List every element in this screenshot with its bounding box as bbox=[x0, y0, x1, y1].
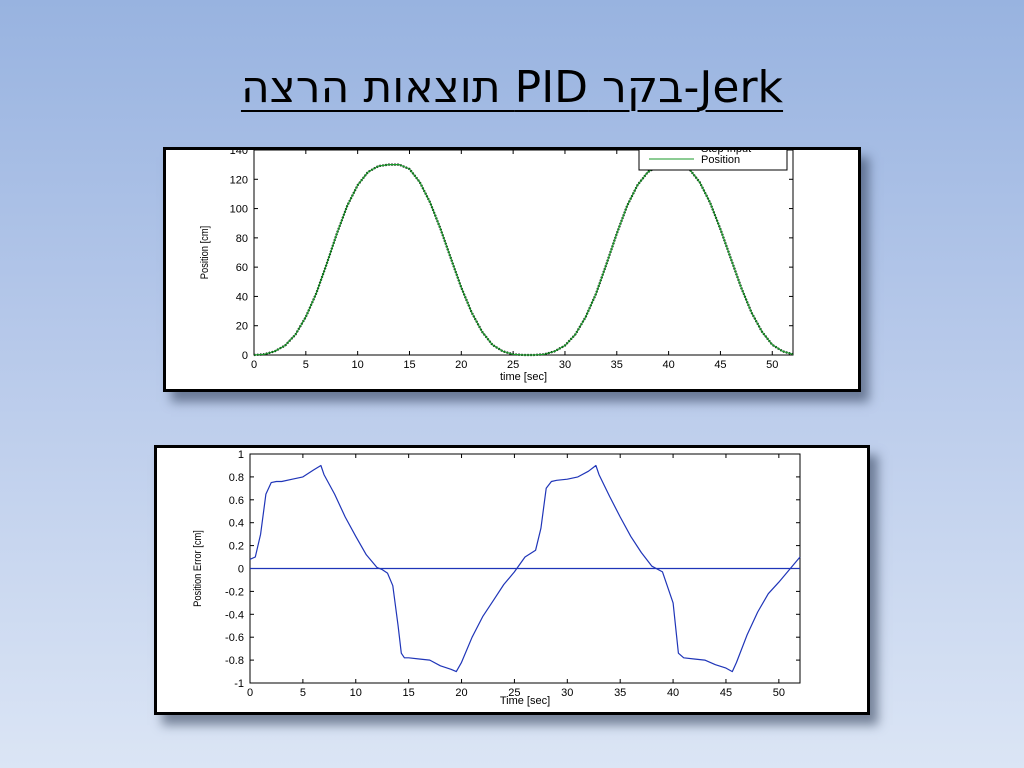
x-tick-label: 5 bbox=[303, 359, 309, 371]
y-axis-label: Position Error [cm] bbox=[192, 530, 204, 607]
y-tick-label: -0.2 bbox=[225, 586, 244, 598]
y-tick-label: 0.8 bbox=[229, 472, 244, 484]
slide-title: Jerk-בקר PID תוצאות הרצה bbox=[240, 62, 784, 113]
y-tick-label: 0.4 bbox=[229, 518, 244, 530]
x-tick-label: 5 bbox=[300, 687, 306, 699]
y-tick-label: 1 bbox=[238, 449, 244, 461]
y-tick-label: -1 bbox=[234, 678, 244, 690]
y-tick-label: -0.6 bbox=[225, 632, 244, 644]
legend-entry: Step Input bbox=[701, 150, 751, 155]
x-tick-label: 45 bbox=[720, 687, 732, 699]
legend-box bbox=[638, 150, 788, 171]
y-tick-label: -0.4 bbox=[225, 609, 244, 621]
legend: Step InputPosition bbox=[638, 150, 788, 171]
legend-entry: Position bbox=[701, 154, 740, 166]
y-tick-label: 0.2 bbox=[229, 541, 244, 553]
x-tick-label: 40 bbox=[667, 687, 679, 699]
x-tick-label: 10 bbox=[350, 687, 362, 699]
y-tick-label: 0.6 bbox=[229, 495, 244, 507]
x-tick-label: 0 bbox=[247, 687, 253, 699]
y-tick-label: 0 bbox=[238, 564, 244, 576]
y-tick-label: 140 bbox=[230, 150, 248, 157]
x-tick-label: 20 bbox=[455, 687, 467, 699]
x-tick-label: 30 bbox=[559, 359, 571, 371]
x-tick-label: 15 bbox=[403, 359, 415, 371]
y-tick-label: 80 bbox=[236, 233, 248, 245]
y-tick-label: 40 bbox=[236, 291, 248, 303]
x-axis-label: time [sec] bbox=[500, 371, 547, 383]
x-tick-label: 15 bbox=[403, 687, 415, 699]
y-tick-label: 100 bbox=[230, 204, 248, 216]
position-chart: 0 5 10 15 20 25 30 35 40 45 50 0 20 40 60 80 100 120 140 ti… bbox=[199, 150, 794, 383]
y-tick-label: 0 bbox=[242, 350, 248, 362]
y-tick-label: 20 bbox=[236, 321, 248, 333]
series-line-position bbox=[253, 164, 794, 356]
x-tick-label: 35 bbox=[611, 359, 623, 371]
y-tick-label: -0.8 bbox=[225, 655, 244, 667]
x-axis-label: Time [sec] bbox=[500, 695, 550, 707]
x-tick-label: 25 bbox=[508, 687, 520, 699]
x-tick-label: 30 bbox=[561, 687, 573, 699]
error-chart-frame: 0 5 10 15 20 25 30 35 40 45 50 -1 -0.8 -0.6 -0.4 -0.2 0 0… bbox=[154, 445, 870, 715]
x-tick-label: 50 bbox=[766, 359, 778, 371]
y-tick-label: 120 bbox=[230, 174, 248, 186]
series-line-0 bbox=[249, 464, 801, 673]
plot-area bbox=[253, 150, 794, 356]
x-tick-label: 40 bbox=[662, 359, 674, 371]
x-tick-label: 10 bbox=[352, 359, 364, 371]
x-tick-label: 25 bbox=[507, 359, 519, 371]
y-axis-label: Position [cm] bbox=[199, 226, 211, 280]
x-tick-label: 20 bbox=[455, 359, 467, 371]
x-tick-label: 50 bbox=[773, 687, 785, 699]
position-chart-frame: 0 5 10 15 20 25 30 35 40 45 50 0 20 40 60 80 100 120 140 ti… bbox=[163, 147, 861, 392]
position-error-chart: 0 5 10 15 20 25 30 35 40 45 50 -1 -0.8 -0.6 -0.4 -0.2 0 0… bbox=[192, 449, 801, 707]
x-tick-label: 0 bbox=[251, 359, 257, 371]
x-tick-label: 35 bbox=[614, 687, 626, 699]
x-tick-label: 45 bbox=[714, 359, 726, 371]
y-tick-label: 60 bbox=[236, 262, 248, 274]
